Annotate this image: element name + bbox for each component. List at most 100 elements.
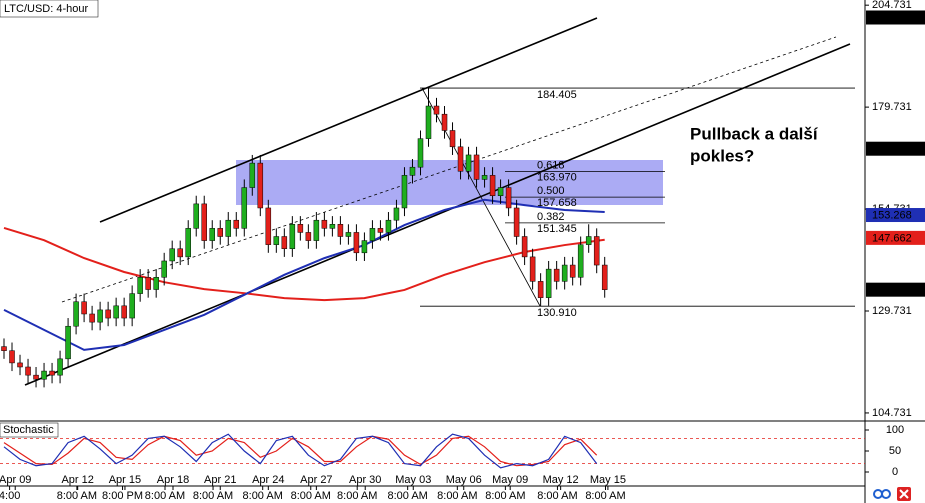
candle-body bbox=[433, 105, 440, 115]
candle-body bbox=[417, 138, 424, 168]
candle-body bbox=[89, 313, 95, 323]
candle-body bbox=[385, 219, 392, 233]
y-tick-label: 179.731 bbox=[872, 101, 912, 113]
channel-upper bbox=[99, 17, 598, 223]
candle-body bbox=[265, 207, 272, 245]
x-tick-label: Apr 24 bbox=[252, 474, 284, 486]
fib-label: 184.405 bbox=[537, 89, 577, 101]
candle-body bbox=[545, 268, 552, 298]
candle-body bbox=[561, 264, 568, 282]
candle-body bbox=[537, 281, 544, 298]
candle-body bbox=[105, 309, 111, 319]
candle-body bbox=[257, 162, 264, 209]
candle-body bbox=[41, 370, 47, 380]
candle-body bbox=[209, 228, 215, 241]
x-tick-label: 8:00 AM bbox=[537, 490, 577, 502]
candle-body bbox=[473, 154, 480, 180]
price-tag bbox=[866, 141, 925, 156]
candle-body bbox=[57, 358, 63, 376]
candle-body bbox=[593, 236, 600, 266]
candle-body bbox=[129, 293, 135, 319]
fib-trend bbox=[421, 87, 541, 307]
x-tick-label: 8:00 AM bbox=[243, 490, 283, 502]
fib-label: 130.910 bbox=[537, 307, 577, 319]
candle-body bbox=[529, 256, 536, 282]
fib-ratio: 0.618 bbox=[537, 159, 565, 171]
candle-body bbox=[329, 224, 336, 229]
candle-body bbox=[521, 236, 528, 258]
x-tick-label: May 12 bbox=[543, 474, 579, 486]
candle-body bbox=[369, 228, 376, 241]
close-icon[interactable] bbox=[897, 487, 911, 501]
candle-body bbox=[337, 224, 344, 237]
candle-body bbox=[97, 309, 103, 323]
stoch-title-box bbox=[0, 422, 59, 438]
x-tick-label: 8:00 AM bbox=[57, 490, 97, 502]
x-tick-label: Apr 18 bbox=[157, 474, 189, 486]
stoch-tick-label: 50 bbox=[889, 445, 901, 457]
candle-body bbox=[145, 277, 151, 290]
price-tag bbox=[866, 208, 925, 223]
fib-label: 151.345 bbox=[537, 223, 577, 235]
candle-body bbox=[353, 232, 360, 254]
y-tick-label: 129.731 bbox=[872, 305, 912, 317]
price-tag-label: 153.268 bbox=[872, 209, 912, 221]
candle-body bbox=[233, 219, 240, 229]
candle-body bbox=[361, 240, 368, 254]
candle-body bbox=[17, 362, 23, 368]
candle-body bbox=[465, 154, 472, 172]
x-tick-label: 8:00 AM bbox=[485, 490, 525, 502]
candle-body bbox=[33, 374, 39, 380]
stoch-title: Stochastic bbox=[3, 424, 54, 436]
candle-body bbox=[297, 224, 304, 233]
x-tick-label: 4:00 bbox=[0, 490, 20, 502]
candle-body bbox=[25, 366, 31, 376]
fib-label: 157.658 bbox=[537, 197, 577, 209]
x-tick-label: 8:00 AM bbox=[145, 490, 185, 502]
title-box bbox=[0, 0, 99, 18]
candle-body bbox=[161, 260, 167, 278]
stoch-line bbox=[3, 435, 598, 467]
ma-line bbox=[3, 226, 605, 302]
price-tag-label: 201.708 bbox=[872, 12, 912, 24]
candle-body bbox=[425, 105, 432, 139]
candle-body bbox=[9, 350, 15, 364]
fib-label: 163.970 bbox=[537, 171, 577, 183]
candle-body bbox=[513, 207, 520, 237]
x-tick-label: 8:00 AM bbox=[387, 490, 427, 502]
x-tick-label: 8:00 PM bbox=[102, 490, 143, 502]
candle-body bbox=[497, 187, 504, 196]
annotation: pokles? bbox=[690, 146, 754, 165]
candle-body bbox=[113, 305, 119, 319]
zone bbox=[236, 160, 663, 205]
channel-lower bbox=[24, 43, 851, 386]
x-tick-label: May 15 bbox=[590, 474, 626, 486]
candle-body bbox=[449, 130, 456, 148]
candle-body bbox=[409, 166, 416, 176]
candle-body bbox=[217, 228, 224, 237]
candle-body bbox=[585, 236, 592, 245]
candle-body bbox=[553, 268, 560, 282]
x-tick-label: Apr 12 bbox=[61, 474, 93, 486]
candle-body bbox=[401, 175, 408, 209]
candle-body bbox=[601, 264, 608, 290]
price-tag-label: 169.531 bbox=[872, 143, 912, 155]
candle-body bbox=[81, 301, 87, 315]
x-tick-label: 8:00 AM bbox=[437, 490, 477, 502]
stoch-tick-label: 0 bbox=[892, 466, 898, 478]
candle-body bbox=[481, 175, 488, 180]
x-tick-label: Apr 30 bbox=[349, 474, 381, 486]
price-tag-label: 134.960 bbox=[872, 284, 912, 296]
candle-body bbox=[305, 232, 312, 241]
x-tick-label: 8:00 AM bbox=[193, 490, 233, 502]
candle-body bbox=[289, 224, 296, 249]
candle-body bbox=[225, 219, 232, 237]
candle-body bbox=[177, 248, 183, 258]
link-icon[interactable] bbox=[873, 489, 891, 499]
candle-body bbox=[73, 301, 79, 327]
x-tick-label: May 03 bbox=[395, 474, 431, 486]
fib-ratio: 0.382 bbox=[537, 211, 565, 223]
channel-mid bbox=[61, 36, 837, 303]
candle-body bbox=[393, 207, 400, 221]
